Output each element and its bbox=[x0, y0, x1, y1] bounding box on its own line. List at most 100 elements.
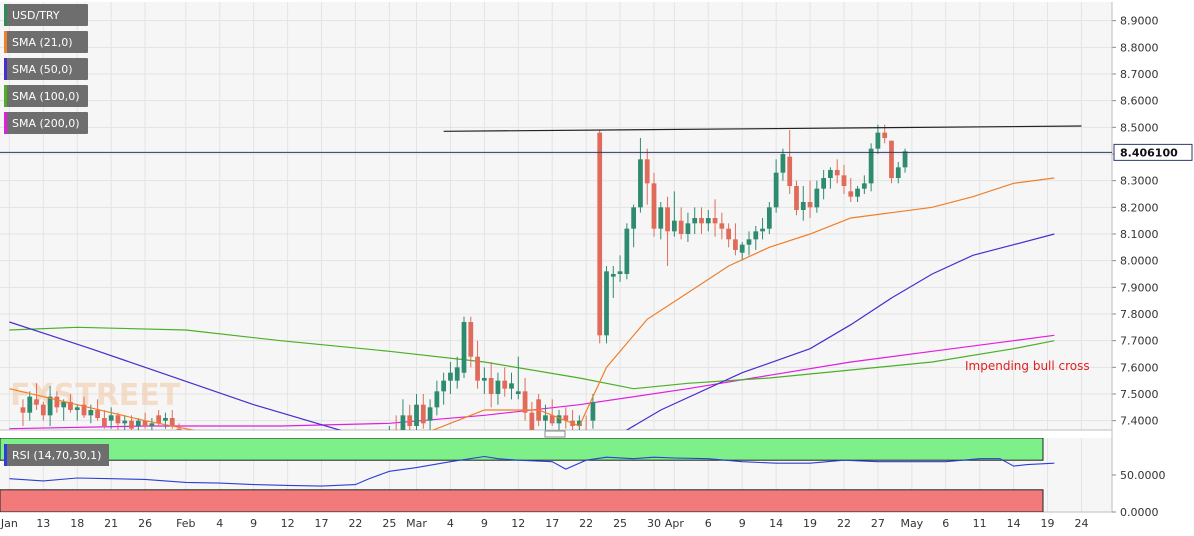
candle-body bbox=[590, 402, 596, 421]
y-tick-label: 7.8000 bbox=[1120, 308, 1159, 321]
candle-body bbox=[414, 404, 419, 426]
rsi-legend[interactable]: RSI (14,70,30,1) bbox=[4, 444, 110, 466]
candle-body bbox=[245, 517, 250, 522]
x-tick-label: 12 bbox=[511, 517, 525, 530]
candle-body bbox=[604, 271, 609, 336]
legend-swatch bbox=[4, 58, 7, 80]
price-pane-bg bbox=[0, 2, 1112, 430]
candle-body bbox=[448, 372, 453, 381]
legend-item-sma50[interactable]: SMA (50,0) bbox=[4, 58, 88, 80]
rsi-line bbox=[9, 455, 1055, 487]
candle-body bbox=[265, 522, 270, 533]
candle-body bbox=[794, 186, 799, 210]
x-tick-label: 12 bbox=[281, 517, 295, 530]
candle-body bbox=[529, 412, 535, 430]
sma-100-line bbox=[9, 326, 1055, 390]
y-tick-label: 8.5000 bbox=[1120, 121, 1159, 134]
y-tick-label: 7.5000 bbox=[1120, 388, 1159, 401]
legend-label: SMA (50,0) bbox=[12, 62, 73, 76]
x-tick-label: 26 bbox=[138, 517, 152, 530]
candle-body bbox=[434, 391, 440, 408]
candle-body bbox=[726, 228, 732, 240]
candle-body bbox=[95, 410, 100, 418]
x-tick-label: 22 bbox=[837, 517, 851, 530]
legend-swatch bbox=[4, 85, 7, 107]
candle-body bbox=[149, 423, 155, 426]
x-tick-label: Mar bbox=[406, 517, 427, 530]
x-tick-label: 6 bbox=[705, 517, 712, 530]
candle-body bbox=[441, 380, 447, 392]
legend-item-sma100[interactable]: SMA (100,0) bbox=[4, 85, 88, 107]
x-tick-label: 14 bbox=[1007, 517, 1021, 530]
x-tick-label: 9 bbox=[481, 517, 488, 530]
legend-swatch bbox=[4, 4, 7, 26]
x-tick-label: 24 bbox=[1074, 517, 1088, 530]
sma-50-line bbox=[9, 233, 1055, 430]
candle-body bbox=[848, 191, 854, 197]
candle-body bbox=[787, 156, 793, 186]
rsi-y-tick-label: 0.0000 bbox=[1120, 506, 1159, 519]
candle-body bbox=[488, 378, 494, 394]
legend-item-sma21[interactable]: SMA (21,0) bbox=[4, 31, 88, 53]
candle-body bbox=[610, 274, 616, 277]
legend: USD/TRY SMA (21,0) SMA (50,0) SMA (100,0… bbox=[4, 4, 88, 139]
candle-body bbox=[692, 218, 698, 224]
candle-body bbox=[407, 415, 413, 426]
legend-swatch bbox=[4, 31, 7, 53]
legend-item-usdtry[interactable]: USD/TRY bbox=[4, 4, 88, 26]
legend-swatch bbox=[4, 112, 7, 134]
candle-body bbox=[54, 396, 60, 408]
sma-200-line bbox=[9, 334, 1055, 430]
candle-body bbox=[420, 404, 426, 424]
x-tick-label: 18 bbox=[70, 517, 84, 530]
x-tick-label: Apr bbox=[665, 517, 685, 530]
candle-body bbox=[719, 223, 725, 229]
candle-body bbox=[47, 396, 53, 416]
candle-body bbox=[766, 207, 772, 229]
x-tick-label: Feb bbox=[176, 517, 195, 530]
x-tick-label: 22 bbox=[579, 517, 593, 530]
y-tick-label: 7.4000 bbox=[1120, 415, 1159, 428]
x-tick-label: May bbox=[900, 517, 923, 530]
y-tick-label: 7.6000 bbox=[1120, 361, 1159, 374]
y-tick-label: 8.8000 bbox=[1120, 41, 1159, 54]
candle-body bbox=[617, 271, 623, 274]
candle-body bbox=[543, 415, 548, 421]
candle-body bbox=[142, 420, 148, 426]
sma-21-line bbox=[9, 177, 1055, 430]
x-tick-label: 19 bbox=[803, 517, 817, 530]
candle-body bbox=[400, 415, 406, 430]
x-tick-label: 9 bbox=[739, 517, 746, 530]
annotation-bull-cross: Impending bull cross bbox=[965, 359, 1090, 373]
candle-body bbox=[671, 220, 677, 232]
candle-body bbox=[631, 207, 637, 229]
x-tick-label: 9 bbox=[250, 517, 257, 530]
last-price-label: 8.406100 bbox=[1120, 146, 1178, 159]
candle-body bbox=[705, 218, 711, 224]
candle-body bbox=[733, 239, 738, 250]
y-tick-label: 8.7000 bbox=[1120, 68, 1159, 81]
rsi-group bbox=[0, 438, 1055, 512]
legend-label: SMA (21,0) bbox=[12, 35, 73, 49]
resistance-trendline bbox=[443, 125, 1082, 132]
x-tick-label: 21 bbox=[104, 517, 118, 530]
y-tick-label: 8.3000 bbox=[1120, 175, 1159, 188]
x-tick-label: 4 bbox=[216, 517, 223, 530]
price-series-group bbox=[9, 124, 1082, 533]
candle-body bbox=[61, 402, 67, 408]
candle-body bbox=[889, 140, 894, 178]
candle-body bbox=[549, 415, 555, 424]
candle-body bbox=[665, 207, 670, 232]
candle-body bbox=[122, 420, 128, 424]
legend-label: SMA (200,0) bbox=[12, 116, 80, 130]
legend-item-sma200[interactable]: SMA (200,0) bbox=[4, 112, 88, 134]
y-tick-label: 8.0000 bbox=[1120, 255, 1159, 268]
legend-label: SMA (100,0) bbox=[12, 89, 80, 103]
candle-body bbox=[773, 172, 779, 208]
candle-body bbox=[895, 167, 901, 178]
x-tick-label: 17 bbox=[315, 517, 329, 530]
y-tick-label: 7.7000 bbox=[1120, 335, 1159, 348]
candle-body bbox=[658, 207, 664, 229]
candle-body bbox=[169, 418, 175, 426]
candle-body bbox=[861, 183, 867, 189]
